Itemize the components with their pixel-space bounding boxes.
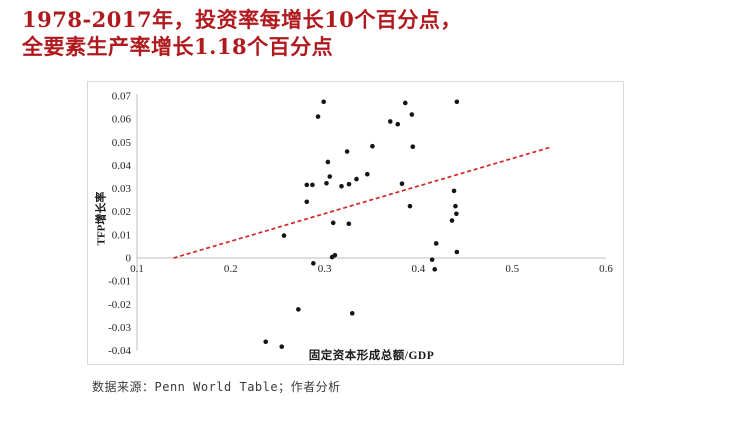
data-point (304, 199, 310, 205)
data-point (346, 181, 352, 187)
data-point (311, 261, 316, 266)
data-point (451, 188, 457, 194)
x-tick-label: 0.6 (599, 263, 613, 275)
data-point (454, 211, 459, 217)
data-point (399, 181, 405, 187)
x-tick-label: 0.2 (224, 263, 238, 275)
y-tick-label: 0.07 (112, 91, 132, 103)
data-point (454, 249, 460, 255)
data-point (263, 339, 268, 345)
data-point (325, 159, 331, 165)
y-tick-label: -0.03 (108, 322, 131, 334)
data-point (410, 144, 416, 149)
data-point (453, 203, 458, 209)
y-tick-label: -0.01 (108, 276, 131, 288)
data-point (339, 183, 344, 189)
data-point (315, 114, 321, 119)
y-tick-label: 0.02 (112, 206, 131, 218)
data-point (433, 241, 439, 246)
x-tick-label: 0.1 (130, 263, 144, 275)
data-point (402, 100, 408, 106)
data-point (449, 218, 455, 223)
data-point (409, 112, 415, 117)
x-tick-label: 0.5 (505, 263, 519, 275)
data-point (344, 149, 350, 154)
data-point (324, 180, 329, 186)
x-axis-title: 固定资本形成总额/GDP (308, 350, 435, 362)
x-tick-label: 0.4 (412, 263, 426, 275)
headline-line-2: 全要素生产率增长1.18个百分点 (22, 34, 334, 59)
y-tick-label: -0.02 (108, 299, 131, 311)
data-point (370, 143, 375, 149)
data-point (395, 121, 401, 127)
y-tick-label: 0.06 (112, 114, 132, 126)
x-tick-label: 0.3 (318, 263, 332, 275)
data-point (279, 344, 285, 349)
y-tick-label: 0.01 (112, 229, 131, 241)
data-point (407, 203, 413, 209)
y-tick-label: 0.05 (112, 137, 132, 149)
data-point (304, 182, 310, 188)
y-tick-label: 0.04 (112, 160, 132, 172)
chart-area: 0.07 0.06 0.05 0.04 0.03 0.02 0.01 0 -0.01 -0.02 -… (87, 81, 624, 365)
data-point (354, 176, 359, 182)
y-axis-title: TFP增长率 (95, 191, 108, 246)
data-point (281, 233, 287, 238)
data-point (346, 221, 352, 227)
data-point (332, 252, 338, 258)
data-point (330, 220, 336, 226)
chart-headline: 1978-2017年，投资率每增长10个百分点， 全要素生产率增长1.18个百分… (22, 6, 462, 60)
data-point (432, 267, 438, 272)
data-point (310, 182, 315, 188)
y-tick-label: -0.04 (108, 345, 131, 357)
trend-line (173, 146, 552, 259)
data-point (321, 99, 326, 105)
data-point (327, 174, 333, 179)
headline-line-1: 1978-2017年，投资率每增长10个百分点， (22, 7, 462, 32)
data-point (296, 307, 301, 312)
scatter-plot: 0.07 0.06 0.05 0.04 0.03 0.02 0.01 0 -0.01 -0.02 -… (108, 91, 613, 358)
y-tick-label: 0 (126, 253, 132, 265)
data-point (387, 119, 393, 124)
y-tick-label: 0.03 (112, 183, 132, 195)
data-point (429, 257, 435, 262)
data-point (364, 171, 370, 177)
source-note: 数据来源：Penn World Table；作者分析 (92, 380, 341, 394)
data-point (454, 99, 460, 105)
data-point (349, 311, 355, 316)
